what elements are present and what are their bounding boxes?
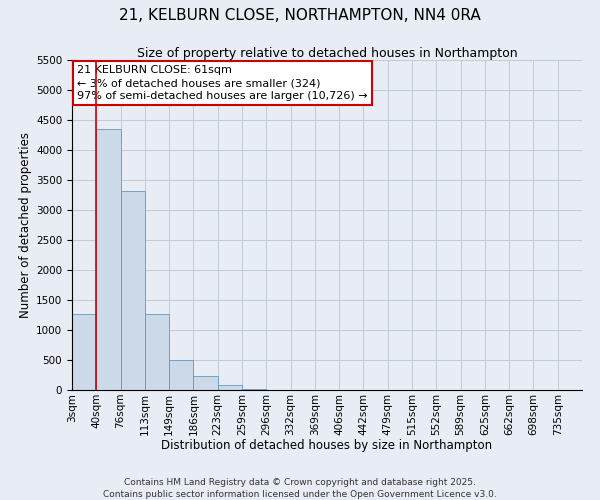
Bar [169, 360, 193, 390]
Y-axis label: Number of detached properties: Number of detached properties [19, 132, 32, 318]
Bar [242, 389, 266, 390]
Bar [121, 191, 145, 390]
Bar [72, 314, 96, 390]
Text: Contains HM Land Registry data © Crown copyright and database right 2025.
Contai: Contains HM Land Registry data © Crown c… [103, 478, 497, 499]
Bar [145, 314, 169, 390]
Text: 21, KELBURN CLOSE, NORTHAMPTON, NN4 0RA: 21, KELBURN CLOSE, NORTHAMPTON, NN4 0RA [119, 8, 481, 22]
Bar [96, 129, 121, 390]
Bar [218, 385, 242, 390]
Title: Size of property relative to detached houses in Northampton: Size of property relative to detached ho… [137, 47, 517, 60]
Bar [193, 376, 218, 390]
X-axis label: Distribution of detached houses by size in Northampton: Distribution of detached houses by size … [161, 439, 493, 452]
Text: 21 KELBURN CLOSE: 61sqm
← 3% of detached houses are smaller (324)
97% of semi-de: 21 KELBURN CLOSE: 61sqm ← 3% of detached… [77, 65, 368, 102]
